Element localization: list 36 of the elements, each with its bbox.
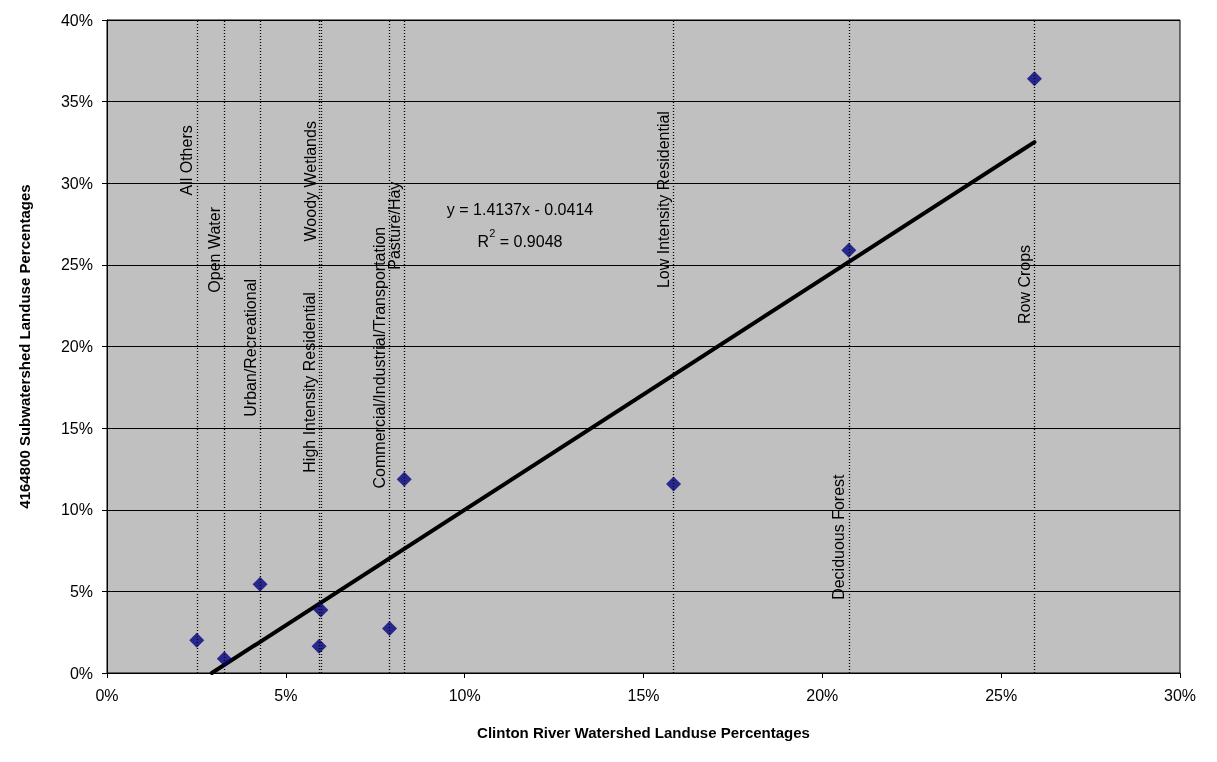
x-tick-label: 15% (627, 686, 660, 704)
ref-line-label: Row Crops (1015, 244, 1033, 325)
point (189, 632, 205, 648)
point (382, 621, 398, 637)
point (313, 602, 329, 618)
point (216, 651, 232, 667)
point (396, 471, 412, 487)
y-tick-label: 30% (60, 174, 93, 192)
y-axis-title: 4164800 Subwatershed Landuse Percentages (16, 184, 33, 509)
x-tick-label: 20% (806, 686, 839, 704)
y-tick-label: 20% (60, 338, 93, 355)
x-axis-title: Clinton River Watershed Landuse Percentages (477, 724, 810, 741)
point (666, 476, 682, 492)
ref-line-label: Low Intensity Residential (655, 111, 673, 289)
y-tick-label: 10% (60, 501, 93, 519)
ref-line-label: Open Water (205, 206, 223, 293)
ref-line-label: Woody Wetlands (302, 121, 320, 242)
ref-line-label: Deciduous Forest (830, 473, 848, 600)
point (311, 638, 327, 654)
x-tick-label: 30% (1163, 686, 1197, 704)
ref-line-label: High Intensity Residential (300, 292, 318, 473)
x-tick-label: 5% (274, 686, 298, 704)
y-tick-label: 35% (60, 93, 93, 111)
x-tick-label: 0% (95, 686, 119, 704)
ref-line-label: Urban/Recreational (241, 278, 259, 417)
point (1026, 71, 1042, 87)
y-tick-label: 25% (60, 256, 93, 274)
annotation: y = 1.4137x - 0.0414 (446, 200, 594, 218)
y-tick-label: 15% (60, 419, 93, 437)
x-tick-label: 25% (985, 686, 1018, 704)
x-tick-label: 10% (448, 686, 481, 704)
y-tick-label: 40% (60, 11, 93, 29)
y-tick-label: 0% (69, 664, 93, 682)
point (252, 576, 268, 592)
y-tick-label: 5% (69, 582, 93, 600)
point (841, 242, 857, 258)
